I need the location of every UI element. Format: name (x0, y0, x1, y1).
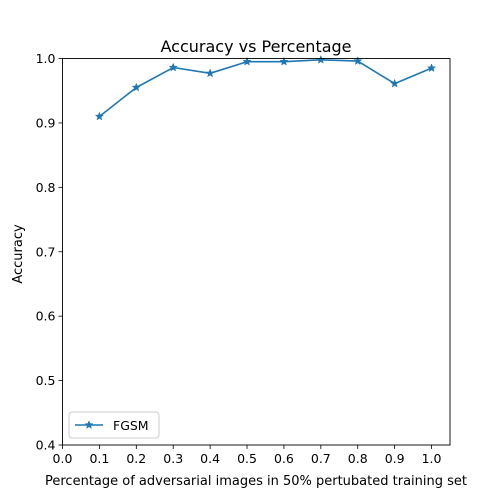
x-tick-label: 1.0 (422, 451, 442, 466)
data-point-marker (389, 78, 400, 88)
y-tick-label: 1.0 (36, 51, 56, 66)
x-tick-label: 0.2 (126, 451, 146, 466)
legend-marker-star-icon (84, 420, 94, 429)
y-tick-label: 0.6 (36, 309, 56, 324)
series-line-fgsm (98, 58, 432, 118)
x-tick-label: 0.6 (274, 451, 294, 466)
x-tick-label: 0.7 (311, 451, 331, 466)
x-axis-label: Percentage of adversarial images in 50% … (45, 474, 467, 489)
data-point-marker (131, 82, 141, 92)
data-point-marker (279, 56, 289, 66)
chart-title: Accuracy vs Percentage (160, 37, 351, 56)
x-tick-label: 0.8 (348, 451, 368, 466)
x-tick-label: 0.9 (385, 451, 405, 466)
y-tick-label: 0.8 (36, 180, 56, 195)
plot-area: 0.0 0.1 0.2 0.3 0.4 0.5 0.6 0.7 0.8 0.9 1.0 0.4 0.5 0… (36, 51, 451, 466)
y-axis-label: Accuracy (11, 224, 26, 284)
legend-box (68, 411, 160, 439)
x-tick-label: 0.3 (163, 451, 183, 466)
data-point-marker (168, 62, 178, 72)
data-point-marker (353, 56, 363, 66)
y-tick-label: 0.5 (36, 373, 56, 388)
legend-label: FGSM (113, 418, 149, 433)
legend: FGSM (68, 411, 160, 439)
data-point-marker (94, 111, 105, 121)
y-tick-label: 0.7 (36, 244, 56, 259)
data-point-marker (242, 56, 252, 66)
y-tick-label: 0.4 (36, 438, 56, 453)
data-point-marker (205, 68, 215, 78)
x-tick-label: 0.5 (237, 451, 257, 466)
x-tick-label: 0.4 (200, 451, 220, 466)
data-point-marker (426, 63, 437, 73)
y-tick-label: 0.9 (36, 115, 56, 130)
axes-frame (62, 58, 451, 446)
x-tick-label: 0.0 (53, 451, 73, 466)
x-tick-label: 0.1 (89, 451, 109, 466)
